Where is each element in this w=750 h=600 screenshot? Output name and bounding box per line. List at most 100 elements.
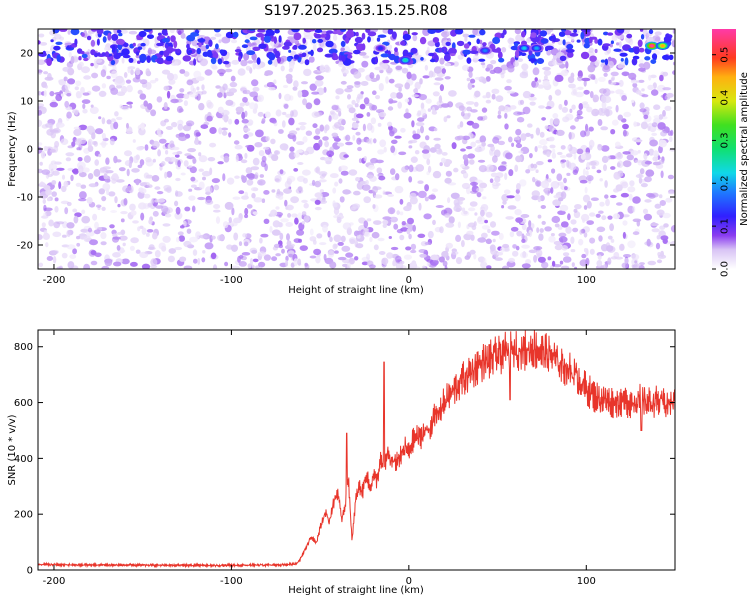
heatmap-cell: [428, 70, 434, 78]
heatmap-cell: [622, 231, 627, 239]
heatmap-cell: [354, 81, 361, 85]
snr-y-axis-label: SNR (10 * v/v): [7, 414, 18, 485]
heatmap-cell: [72, 248, 77, 255]
heatmap-cell: [80, 51, 85, 55]
heatmap-cell: [110, 87, 119, 95]
heatmap-cell: [132, 139, 136, 143]
heatmap-cell: [361, 43, 366, 51]
heatmap-cell: [169, 143, 175, 148]
heatmap-cell: [390, 92, 398, 99]
heatmap-cell: [639, 29, 644, 32]
heatmap-cell: [648, 148, 655, 156]
heatmap-cell: [199, 58, 208, 67]
heatmap-cell: [132, 42, 136, 47]
heatmap-cell: [65, 157, 72, 162]
heatmap-cell: [562, 39, 566, 46]
heatmap-cell: [175, 190, 179, 197]
heatmap-cell: [261, 155, 267, 163]
heatmap-cell: [372, 90, 377, 95]
heatmap-cell: [619, 52, 628, 57]
heatmap-cell: [549, 118, 554, 126]
heatmap-cell: [660, 235, 669, 241]
heatmap-cell: [429, 147, 437, 153]
heatmap-cell: [476, 38, 481, 45]
heatmap-cell: [285, 204, 294, 211]
heatmap-cell: [222, 83, 228, 91]
heatmap-cell: [607, 215, 613, 220]
heatmap-cell: [462, 135, 471, 141]
heatmap-cell: [66, 230, 71, 237]
heatmap-cell: [376, 37, 381, 42]
heatmap-cell: [508, 37, 513, 41]
heatmap-cell: [414, 150, 420, 155]
heatmap-cell: [117, 203, 121, 208]
heatmap-cell: [651, 228, 660, 233]
heatmap-cell: [164, 118, 169, 123]
heatmap-cell: [238, 261, 247, 267]
heatmap-cell: [589, 145, 593, 151]
heatmap-cell: [611, 119, 619, 126]
heatmap-cell: [101, 265, 110, 269]
snr-frame: [37, 329, 676, 571]
heatmap-cell: [319, 64, 325, 72]
heatmap-cell: [297, 212, 303, 221]
heatmap-cell: [439, 57, 445, 65]
heatmap-cell: [150, 264, 158, 269]
heatmap-cell: [193, 58, 197, 66]
heatmap-cell: [603, 109, 613, 117]
heatmap-cell: [287, 213, 292, 218]
heatmap-cell: [550, 181, 560, 189]
heatmap-hotspot: [522, 46, 526, 50]
heatmap-cell: [193, 70, 202, 79]
heatmap-cell: [382, 29, 390, 34]
heatmap-cell: [137, 89, 143, 95]
heatmap-cell: [424, 184, 429, 192]
heatmap-cell: [414, 81, 421, 90]
heatmap-cell: [287, 57, 292, 62]
heatmap-cell: [541, 117, 546, 121]
heatmap-cell: [145, 174, 153, 179]
heatmap-cell: [565, 61, 569, 69]
heatmap-cell: [465, 101, 475, 105]
heatmap-cell: [283, 103, 289, 109]
heatmap-cell: [382, 59, 390, 64]
heatmap-cell: [71, 141, 76, 147]
heatmap-cell: [320, 192, 330, 197]
heatmap-cell: [141, 181, 150, 186]
heatmap-cell: [366, 218, 372, 222]
heatmap-cell: [313, 248, 322, 256]
heatmap-cell: [491, 48, 501, 53]
heatmap-cell: [494, 257, 503, 261]
heatmap-cell: [64, 207, 69, 215]
heatmap-cell: [580, 130, 587, 138]
heatmap-cell: [582, 168, 586, 177]
heatmap-cell: [470, 78, 476, 84]
heatmap-cell: [544, 226, 552, 232]
heatmap-cell: [658, 160, 665, 165]
heatmap-cell: [163, 184, 172, 191]
heatmap-cell: [583, 232, 588, 238]
heatmap-cell: [536, 58, 545, 64]
heatmap-cell: [363, 220, 369, 229]
heatmap-cell: [609, 223, 614, 232]
heatmap-cell: [558, 31, 566, 37]
heatmap-cell: [186, 79, 194, 86]
heatmap-cell: [433, 137, 442, 141]
heatmap-cell: [365, 29, 371, 33]
heatmap-cell: [192, 158, 197, 164]
heatmap-cell: [113, 29, 119, 35]
heatmap-cell: [546, 151, 551, 158]
heatmap-cell: [314, 167, 320, 173]
heatmap-cell: [226, 177, 235, 185]
heatmap-cell: [356, 137, 362, 145]
heatmap-cell: [79, 191, 87, 200]
x-tick-label: 100: [577, 576, 596, 587]
heatmap-cell: [378, 175, 386, 181]
heatmap-cell: [448, 216, 455, 224]
heatmap-cell: [88, 183, 98, 188]
heatmap-cell: [304, 262, 309, 267]
heatmap-cell: [395, 92, 403, 99]
heatmap-cell: [128, 57, 134, 63]
heatmap-cell: [115, 179, 125, 183]
